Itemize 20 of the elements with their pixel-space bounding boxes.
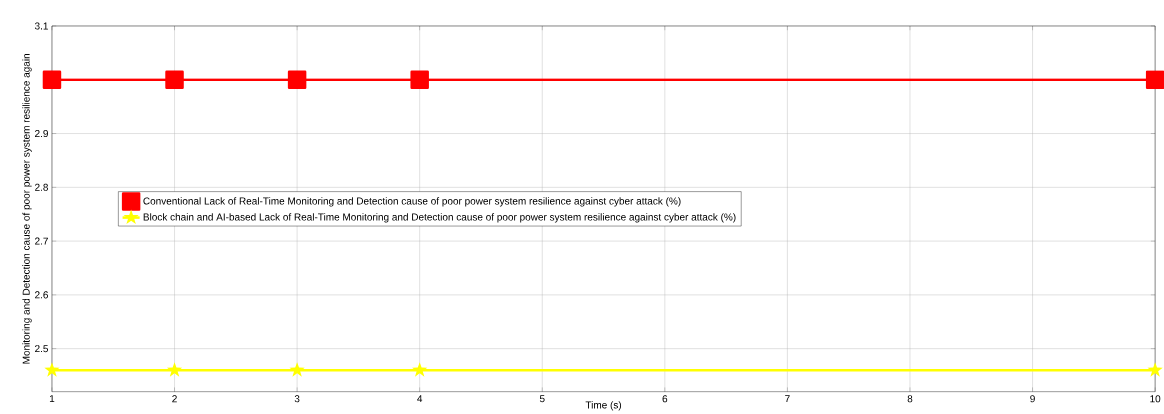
x-tick-label: 1	[49, 395, 55, 403]
y-tick-label: 2.8	[35, 183, 48, 191]
x-tick-label: 3	[294, 395, 300, 403]
y-tick-label: 2.6	[35, 291, 48, 299]
y-axis-title: Monitoring and Detection cause of poor power system resilience again	[22, 54, 32, 364]
y-tick-label: 2.7	[35, 237, 48, 245]
x-tick-label: 2	[172, 395, 177, 403]
x-tick-label: 5	[539, 395, 545, 403]
y-tick-label: 3.1	[34, 22, 48, 30]
x-tick-label: 9	[1030, 395, 1035, 403]
y-tick-label: 2.5	[35, 345, 49, 353]
x-tick-label: 6	[662, 395, 668, 403]
legend-label: Block chain and AI-based Lack of Real-Time Monitoring and Detection cause of poor power system resilience against cyber attack (%)	[143, 213, 736, 223]
legend-label: Conventional Lack of Real-Time Monitoring and Detection cause of poor power system resilience against cyber attack (%)	[143, 197, 681, 207]
x-tick-label: 7	[785, 395, 790, 403]
x-tick-label: 4	[417, 395, 423, 403]
x-tick-label: 10	[1150, 395, 1161, 403]
x-axis-title: Time (s)	[585, 401, 622, 411]
x-tick-label: 8	[907, 395, 913, 403]
y-tick-label: 2.9	[35, 130, 48, 138]
